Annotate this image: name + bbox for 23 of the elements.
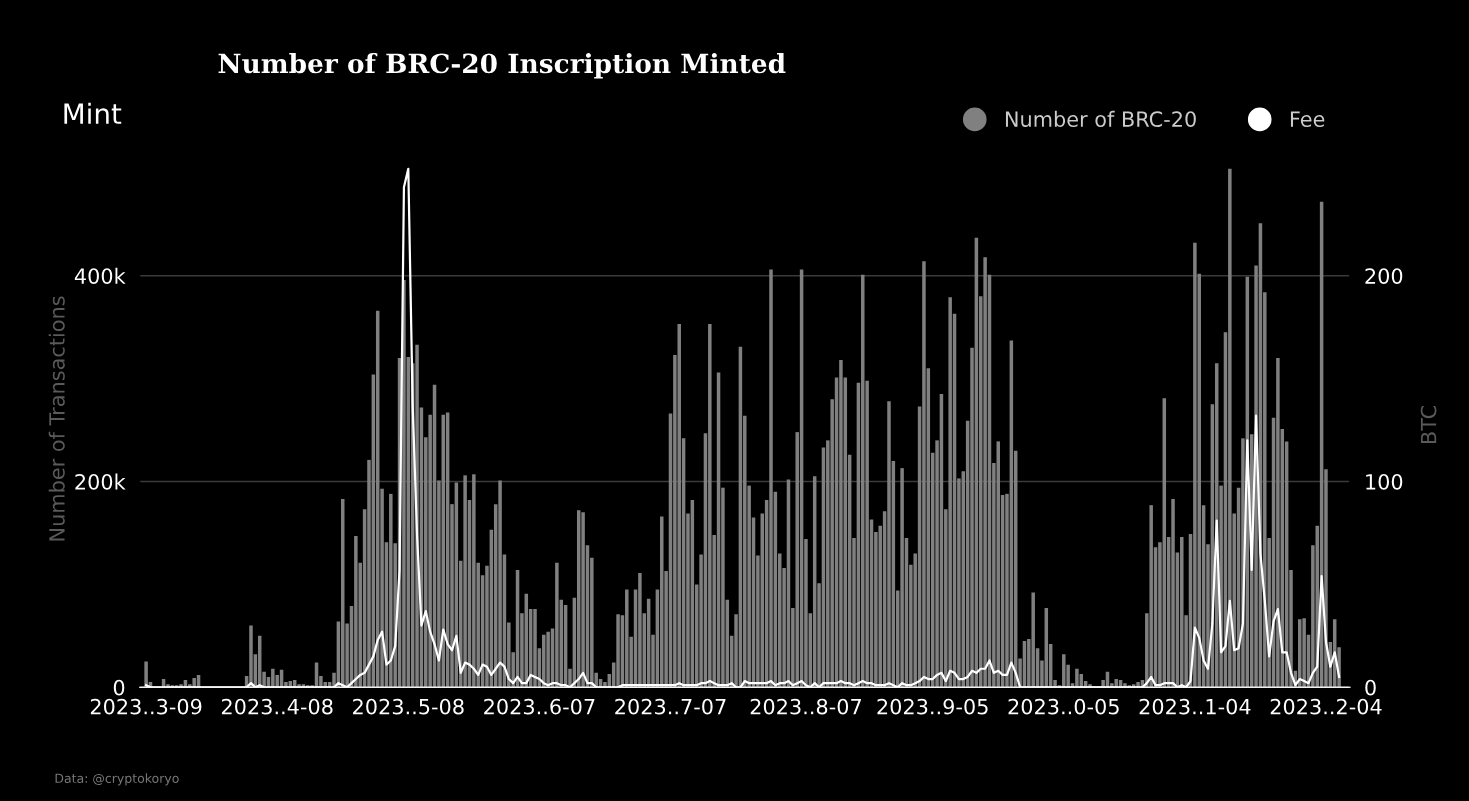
y2-tick-label: 100	[1366, 473, 1403, 490]
x-tick-label: 2023..8-07	[750, 698, 861, 715]
chart-subtitle: Mint	[64, 102, 122, 124]
chart-title: Number of BRC-20 Inscription Minted	[218, 52, 786, 79]
legend-label: Number of BRC-20	[1005, 110, 1196, 127]
y-axis-title: Number of Transactions	[48, 296, 65, 541]
x-tick-label: 2023..0-05	[1008, 698, 1119, 715]
legend-label: Fee	[1290, 111, 1325, 127]
y-tick-label: 400k	[74, 267, 126, 284]
x-tick-label: 2023..3-09	[90, 698, 202, 715]
y-tick-label: 200k	[75, 473, 126, 490]
y2-axis-title: BTC	[1420, 405, 1437, 444]
x-tick-label: 2023..7-07	[615, 698, 726, 715]
y2-tick-label: 0	[1365, 679, 1376, 696]
x-tick-label: 2023..5-08	[353, 698, 464, 715]
x-tick-label: 2023..1-04	[1139, 698, 1251, 715]
y-tick-label: 0	[113, 679, 125, 696]
x-tick-label: 2023..4-08	[221, 698, 333, 715]
y2-tick-label: 200	[1365, 268, 1403, 284]
x-tick-label: 2023..9-05	[877, 698, 988, 715]
x-tick-label: 2023..2-04	[1270, 698, 1382, 715]
text: Data: @cryptokoryo	[55, 773, 179, 786]
x-tick-label: 2023..6-07	[484, 698, 595, 715]
